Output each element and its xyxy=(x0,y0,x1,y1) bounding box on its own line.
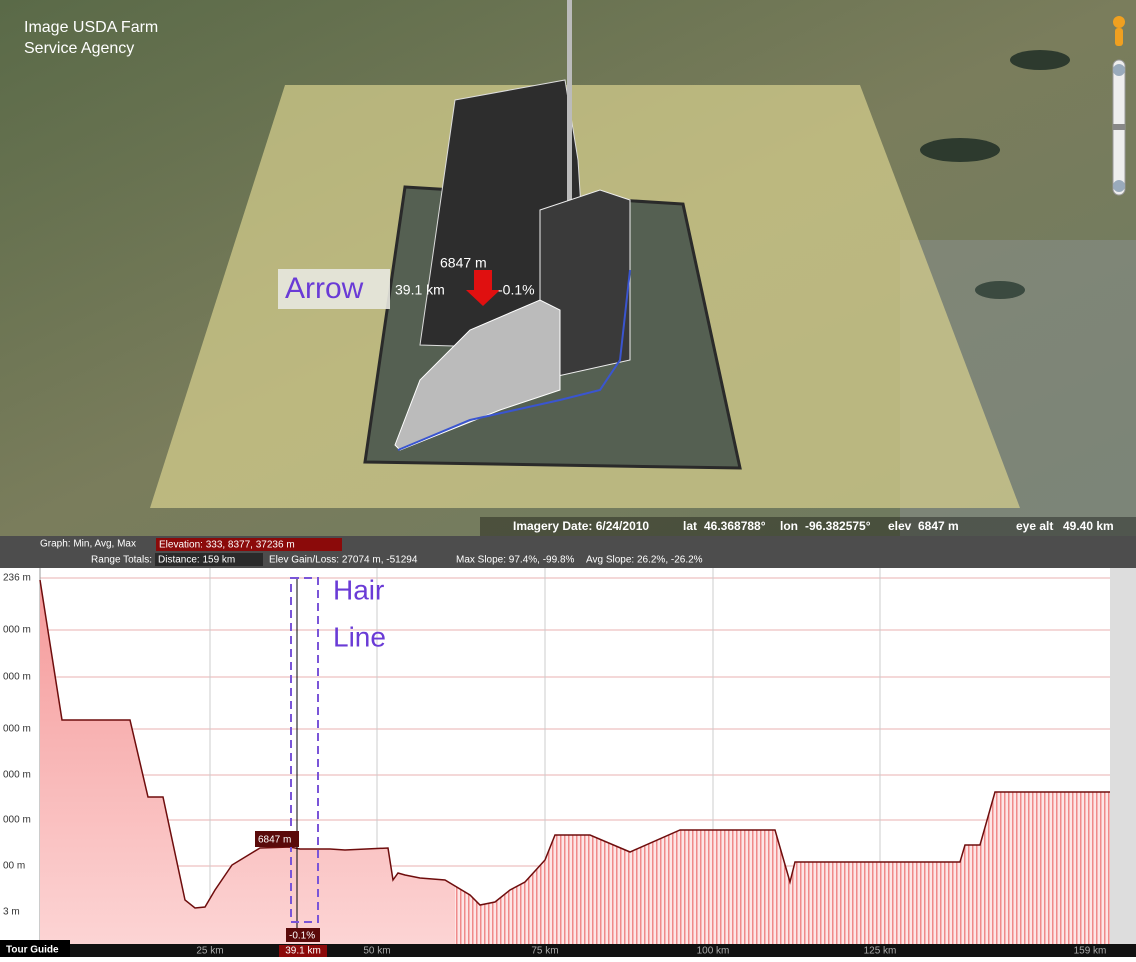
pegman[interactable] xyxy=(1115,28,1123,46)
max-slope: Max Slope: 97.4%, -99.8% xyxy=(456,555,575,566)
y-tick-label: 000 m xyxy=(3,815,31,826)
elevation-stats[interactable]: Elevation: 333, 8377, 37236 m xyxy=(159,540,295,551)
y-tick-label: 000 m xyxy=(3,724,31,735)
x-tick-label: 25 km xyxy=(196,946,223,957)
hairline-annotation: Line xyxy=(333,621,386,652)
distance-box[interactable] xyxy=(155,553,263,566)
x-axis-strip xyxy=(0,944,1136,957)
scroll-area xyxy=(1110,568,1136,944)
x-tick-label: 125 km xyxy=(864,946,897,957)
zoom-handle[interactable] xyxy=(1113,124,1125,130)
elevation-box[interactable] xyxy=(156,538,342,551)
tour-guide-tab[interactable] xyxy=(0,940,70,957)
elevation-wall xyxy=(394,299,561,451)
marker-distance: 39.1 km xyxy=(395,282,445,298)
lake xyxy=(975,281,1025,299)
elev-label: elev xyxy=(888,519,912,533)
hairline-distance: 39.1 km xyxy=(285,946,321,957)
y-tick-label: 236 m xyxy=(3,573,31,584)
elevation-spike xyxy=(567,0,572,300)
elev-gain-loss: Elev Gain/Loss: 27074 m, -51294 xyxy=(269,555,418,566)
y-tick-label: 000 m xyxy=(3,770,31,781)
profile-line xyxy=(39,579,1110,909)
annotation: Arrow xyxy=(285,272,364,305)
profile-area xyxy=(40,580,1110,944)
tour-guide[interactable]: Tour Guide xyxy=(6,945,59,956)
hairline-elevation: 6847 m xyxy=(258,835,291,846)
imagery-date: Imagery Date: 6/24/2010 xyxy=(513,519,649,533)
y-tick-label: 000 m xyxy=(3,672,31,683)
avg-slope: Avg Slope: 26.2%, -26.2% xyxy=(586,555,703,566)
graph-label: Graph: Min, Avg, Max xyxy=(40,539,136,550)
pegman[interactable] xyxy=(1113,16,1125,28)
hairline-slope-box xyxy=(286,928,320,942)
marker-elevation: 6847 m xyxy=(440,255,487,271)
lake xyxy=(1010,50,1070,70)
eye-alt-label: eye alt xyxy=(1016,519,1053,533)
status-bar xyxy=(480,517,1136,537)
attribution: Image USDA Farm xyxy=(24,19,158,36)
lat: 46.368788° xyxy=(704,519,766,533)
x-tick-label: 100 km xyxy=(697,946,730,957)
lat-label: lat xyxy=(683,519,697,533)
lake xyxy=(920,138,1000,162)
y-tick-label: 00 m xyxy=(3,861,25,872)
attribution: Service Agency xyxy=(24,40,134,57)
hairline-slope: -0.1% xyxy=(289,931,315,942)
elev: 6847 m xyxy=(918,519,959,533)
annotation-box xyxy=(278,269,390,309)
y-tick-label: 3 m xyxy=(3,907,20,918)
y-tick-label: 000 m xyxy=(3,625,31,636)
lon-label: lon xyxy=(780,519,798,533)
hairline-annotation: Hair xyxy=(333,574,384,605)
hairline-annotation-box xyxy=(290,577,319,923)
path-line xyxy=(397,269,631,451)
hairline-elevation-box xyxy=(255,831,299,847)
range-label: Range Totals: xyxy=(91,555,152,566)
eye-alt: 49.40 km xyxy=(1063,519,1114,533)
x-tick-label: 50 km xyxy=(363,946,390,957)
arrow-icon xyxy=(466,270,500,306)
zoom-in[interactable] xyxy=(1113,64,1125,76)
marker-slope: -0.1% xyxy=(498,282,535,298)
profile-area-selected xyxy=(455,792,1110,944)
x-tick-label: 75 km xyxy=(531,946,558,957)
hairline-distance-box xyxy=(279,945,327,957)
lon: -96.382575° xyxy=(805,519,871,533)
zoom-out[interactable] xyxy=(1113,180,1125,192)
x-tick-label: 159 km xyxy=(1074,946,1107,957)
distance: Distance: 159 km xyxy=(158,555,235,566)
